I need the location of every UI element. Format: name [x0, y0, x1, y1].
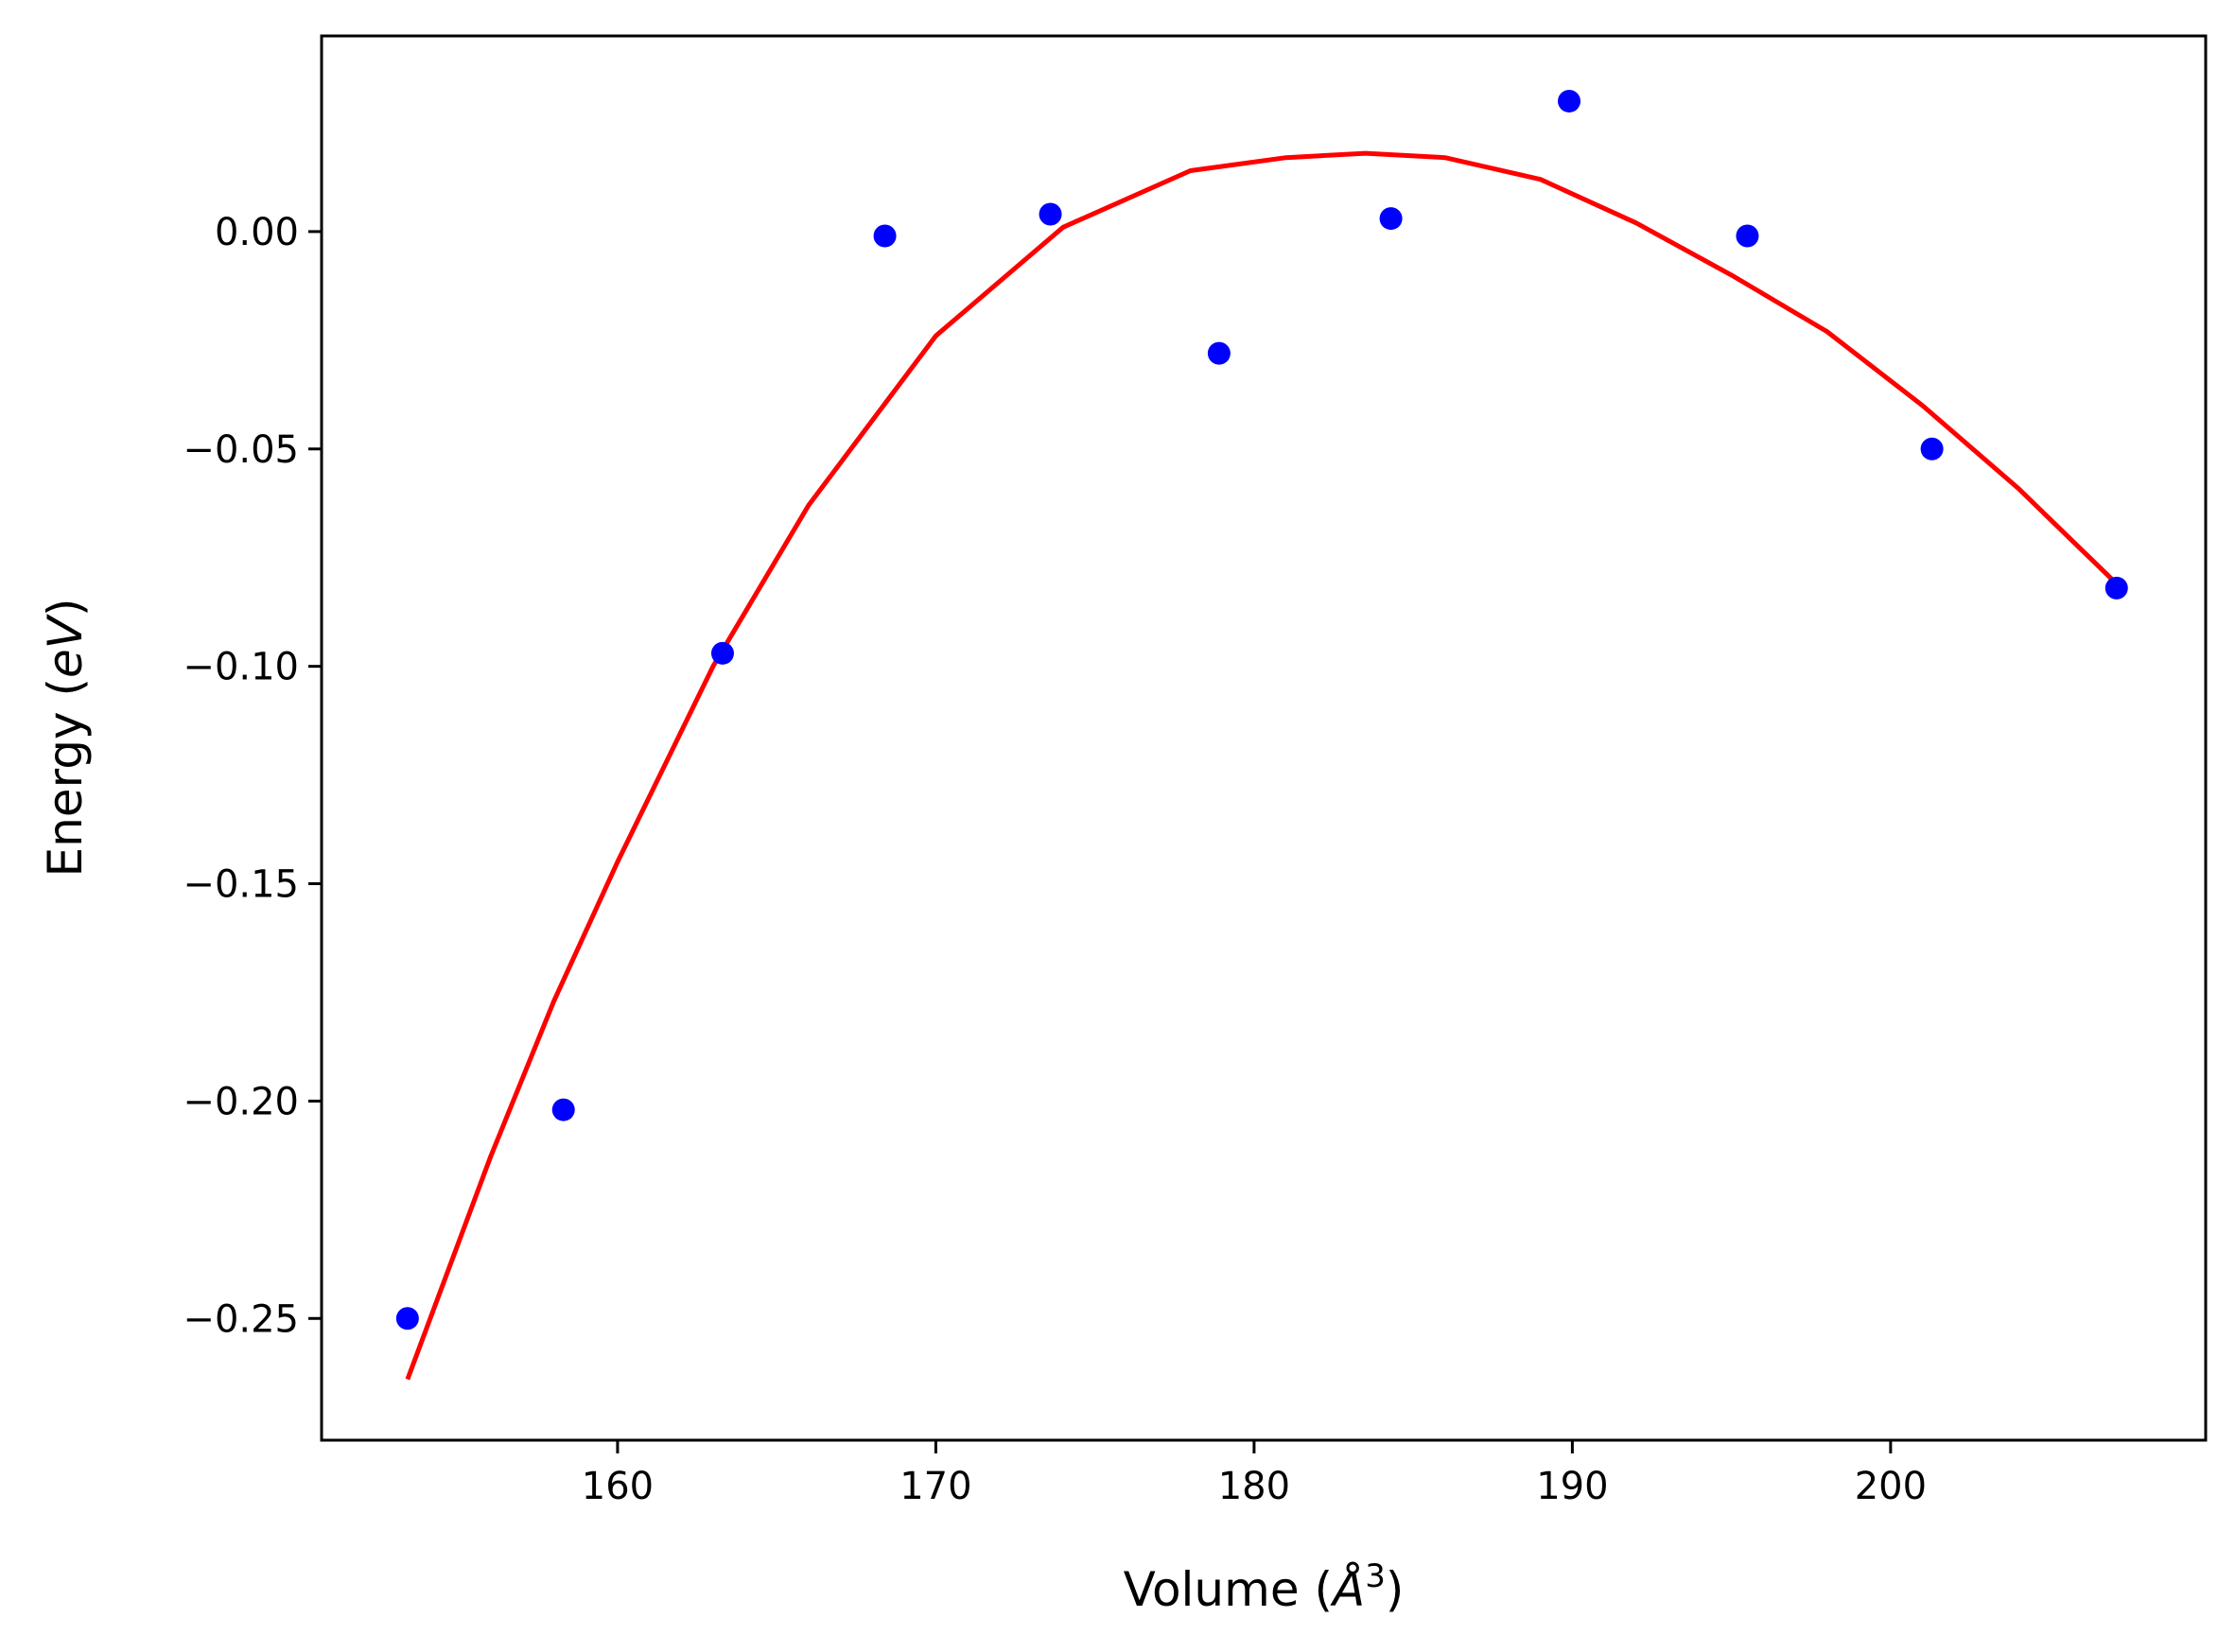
- y-tick-label: −0.15: [183, 863, 299, 907]
- data-point: [873, 224, 897, 248]
- x-tick-label: 190: [1536, 1465, 1608, 1508]
- data-point: [395, 1307, 419, 1330]
- data-point: [1207, 341, 1231, 365]
- y-axis: 0.00 −0.05 −0.10 −0.15 −0.20 −0.25: [183, 211, 322, 1341]
- data-point: [551, 1098, 575, 1122]
- y-tick-label: −0.20: [183, 1080, 299, 1123]
- x-tick-label: 200: [1855, 1465, 1927, 1508]
- data-point: [710, 641, 734, 665]
- data-point: [1920, 437, 1944, 461]
- data-point: [1736, 224, 1759, 248]
- x-tick-label: 170: [899, 1465, 971, 1508]
- y-tick-label: −0.25: [183, 1297, 299, 1341]
- y-axis-label: Energy (eV): [38, 599, 93, 878]
- plot-area: [395, 89, 2128, 1381]
- x-axis: 160 170 180 190 200: [582, 1440, 1927, 1508]
- x-tick-label: 160: [582, 1465, 654, 1508]
- plot-frame: [320, 34, 2208, 1442]
- y-tick-label: 0.00: [215, 211, 299, 254]
- x-tick-label: 180: [1218, 1465, 1290, 1508]
- x-axis-label: Volume (Å3): [1124, 1557, 1405, 1617]
- y-tick-label: −0.05: [183, 428, 299, 472]
- y-tick-label: −0.10: [183, 646, 299, 689]
- fit-curve: [405, 150, 2119, 1381]
- data-point: [1039, 202, 1062, 226]
- data-point: [2104, 576, 2128, 600]
- data-point: [1558, 89, 1581, 113]
- data-point: [1379, 207, 1403, 231]
